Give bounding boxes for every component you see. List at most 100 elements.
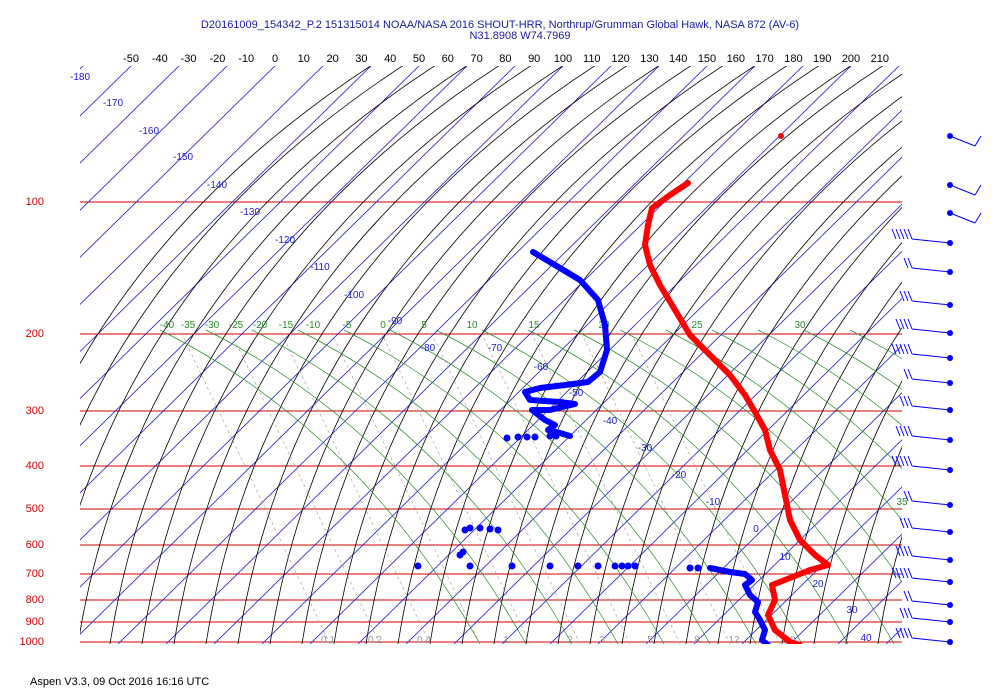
isotherm-line [405,156,902,644]
wind-barb-flag [903,490,909,502]
mixing-ratio-line [579,329,731,644]
wind-barb [895,318,953,336]
top-temperature-label: 110 [583,53,601,65]
temperature-line [642,180,831,644]
isotherm-line [261,66,852,644]
moist-adiabat-label: -20 [253,320,268,331]
wind-barb-flag [899,318,905,330]
wind-barb-flag [903,257,909,269]
pressure-tick-label: 900 [26,616,44,628]
wind-barb-flag [903,343,909,355]
isotherm-label: -180 [70,72,90,83]
isotherm-line [80,66,372,353]
wind-barb-flag [899,607,905,619]
wind-barb [895,627,953,645]
dry-adiabat [80,66,372,365]
wind-barb [899,395,953,413]
moist-adiabat-label: -10 [306,320,321,331]
top-temperature-label: 30 [355,53,367,65]
wind-barb-flag [903,517,909,529]
isotherm-label: -120 [275,235,295,246]
wind-barb [891,228,953,246]
moist-adiabat [389,329,711,644]
wind-barb-staff [949,184,976,196]
wind-barb-flag [907,395,913,407]
dry-adiabat [429,66,820,644]
isotherm-label: -60 [534,362,549,373]
mixing-ratio-line [529,329,681,644]
dewpoint-point [618,562,626,570]
top-temperature-label: 120 [611,53,629,65]
dry-adiabat [749,281,902,644]
pressure-tick-label: 400 [26,460,44,472]
wind-barb-staff [911,617,951,623]
moist-adiabat-label: 25 [691,320,703,331]
wind-barb-flag [891,228,897,240]
top-temperature-label: 160 [727,53,745,65]
dewpoint-point [503,434,511,442]
top-temperature-label: 0 [272,53,278,65]
mixing-ratio-label: 5 [647,635,653,646]
wind-barb [891,343,953,361]
wind-barb-flag [903,545,909,557]
isotherm-line [885,627,902,644]
dry-adiabat [269,66,660,644]
wind-barb-flag [891,343,897,355]
wind-barb-flag [895,318,901,330]
isotherm-label: -100 [344,290,364,301]
wind-barb [899,517,953,535]
wind-barb-flag [907,590,913,602]
dry-adiabat [173,66,564,644]
wind-barb [903,590,953,608]
dry-adiabat [109,66,500,644]
isotherm-line [357,109,902,644]
isotherm-line [309,66,900,644]
wind-barb-flag [899,567,905,579]
isotherm-line [80,66,420,400]
top-temperature-label: 80 [499,53,511,65]
isotherm-label: -130 [240,207,260,218]
dry-adiabat [685,206,902,644]
moist-adiabat [297,329,619,644]
wind-barb [891,567,953,585]
wind-barb-staff [911,405,951,411]
isotherm-line [80,66,324,305]
dewpoint-point [523,433,531,441]
isotherm-line [80,66,612,588]
dewpoint-point [624,562,632,570]
mixing-ratio-label: 0.4 [417,635,431,646]
temperature-point [778,133,784,139]
pressure-tick-label: 100 [26,196,44,208]
isotherm-label: -110 [310,262,330,273]
isotherm-label: -90 [388,316,403,327]
mixing-ratio-label: 8 [694,635,700,646]
isotherm-line [453,203,902,644]
dry-adiabat [141,66,532,644]
isotherm-line [597,345,902,644]
wind-barb-flag [899,228,905,240]
wind-barb-staff [911,500,951,506]
top-temperature-label: 130 [640,53,658,65]
isotherm-line [934,6,1000,644]
pressure-tick-label: 300 [26,405,44,417]
wind-barb-staff [911,435,951,441]
wind-barb-flag [907,607,913,619]
wind-barb-flag [899,627,905,639]
dewpoint-line [707,565,771,644]
dewpoint-point [552,432,560,440]
wind-barb-staff [911,465,951,471]
isotherm-label: 20 [812,579,824,590]
dry-adiabat [80,66,468,635]
wind-barb [899,607,953,625]
isotherm-label: -170 [103,98,123,109]
moist-adiabat [619,329,902,583]
wind-barb-flag [907,627,913,639]
moist-adiabat-label: 15 [528,320,540,331]
dewpoint-point [574,562,582,570]
isotherm-label: 0 [753,524,759,535]
wind-barb-flag [895,228,901,240]
dewpoint-point [594,562,602,570]
isotherm-label: -40 [603,416,618,427]
moist-adiabat [435,329,757,644]
dewpoint-point [546,562,554,570]
